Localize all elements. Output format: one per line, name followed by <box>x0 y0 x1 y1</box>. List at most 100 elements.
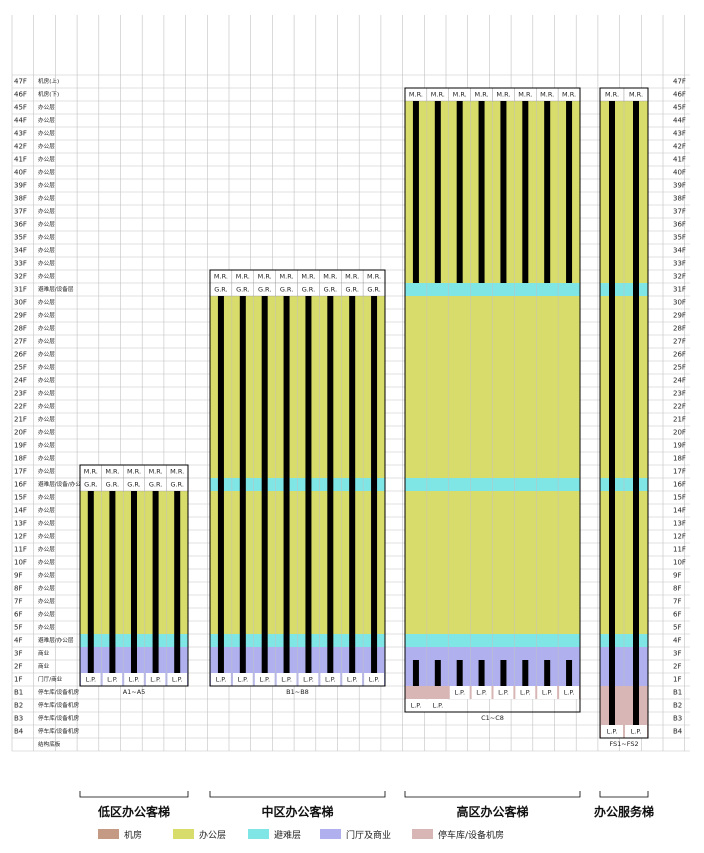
return-label: G.R. <box>324 286 337 294</box>
floor-id-left: 38F <box>14 195 27 203</box>
floor-id-left: 10F <box>14 559 27 567</box>
floor-use-label: 办公层 <box>38 103 55 111</box>
floor-id-left: 1F <box>14 676 22 684</box>
floor-id-right: 11F <box>673 546 686 554</box>
legend-label-refuge: 避难层 <box>274 829 301 841</box>
floor-id-right: 15F <box>673 494 686 502</box>
group-outline <box>404 87 581 713</box>
landing-cell <box>298 673 319 686</box>
floor-use-label: 办公层 <box>38 519 55 527</box>
floor-id-right: 45F <box>673 104 686 112</box>
zone-color-bands <box>79 88 649 738</box>
elevator-shaft <box>305 296 312 686</box>
floor-use-label: 办公层 <box>38 623 55 631</box>
floor-id-right: 37F <box>673 208 686 216</box>
machine-room-label: M.R. <box>562 91 576 99</box>
floor-id-left: 14F <box>14 507 27 515</box>
floor-id-right: 28F <box>673 325 686 333</box>
floor-use-label: 办公层 <box>38 116 55 124</box>
elevator-shaft <box>174 491 181 686</box>
floor-use-label: 办公层 <box>38 298 55 306</box>
floor-id-right: B2 <box>673 702 682 710</box>
landing-label: L.P. <box>369 676 380 684</box>
floor-use-label: 办公层 <box>38 558 55 566</box>
machine-room-label: M.R. <box>105 468 119 476</box>
floor-id-right: 29F <box>673 312 686 320</box>
group-bracket <box>209 791 386 798</box>
landing-cell <box>145 673 166 686</box>
elevator-shaft <box>522 101 529 283</box>
floor-use-label: 办公层 <box>38 506 55 514</box>
elevator-shaft <box>412 660 419 686</box>
landing-label: L.P. <box>432 702 443 710</box>
landing-label: L.P. <box>216 676 227 684</box>
landing-label: L.P. <box>85 676 96 684</box>
elevator-shaft <box>566 101 573 283</box>
floor-id-right: 38F <box>673 195 686 203</box>
floor-use-label: 办公层 <box>38 376 55 384</box>
landing-label: L.P. <box>325 676 336 684</box>
floor-use-label: 办公层 <box>38 155 55 163</box>
floor-use-label: 办公层 <box>38 311 55 319</box>
return-label: G.R. <box>258 286 271 294</box>
floor-id-left: 29F <box>14 312 27 320</box>
elevator-shaft <box>544 101 551 283</box>
machine-room-label: M.R. <box>149 468 163 476</box>
landing-cell <box>471 686 492 699</box>
floor-id-left: 45F <box>14 104 27 112</box>
return-label: G.R. <box>280 286 293 294</box>
machine-room-label: M.R. <box>475 91 489 99</box>
floor-id-right: 23F <box>673 390 686 398</box>
floor-use-label: 办公层 <box>38 402 55 410</box>
floor-id-right: 13F <box>673 520 686 528</box>
landing-cell <box>276 673 297 686</box>
floor-id-left: 27F <box>14 338 27 346</box>
floor-use-label: 避难层/办公层 <box>38 636 74 644</box>
floor-id-right: 25F <box>673 364 686 372</box>
landing-cell <box>601 725 623 738</box>
floor-use-label: 办公层 <box>38 324 55 332</box>
floor-id-left: 43F <box>14 130 27 138</box>
floor-id-right: 7F <box>673 598 681 606</box>
machine-room-label: M.R. <box>629 91 643 99</box>
elevator-shaft <box>109 491 116 686</box>
return-label: G.R. <box>149 481 162 489</box>
elevator-groups: M.R. G.R. M.R. G.R. M.R. G.R. M.R. G.R. M.R. G.R.… <box>79 87 654 819</box>
group-outline <box>599 87 649 739</box>
return-label: G.R. <box>127 481 140 489</box>
machine-room-label: M.R. <box>236 273 250 281</box>
landing-label: L.P. <box>542 689 553 697</box>
group-title: 办公服务梯 <box>594 804 654 819</box>
landing-cell <box>342 673 363 686</box>
group-bracket <box>79 791 189 798</box>
legend: 机房 办公层 避难层 门厅及商业 停车库/设备机房 <box>98 829 504 841</box>
group-title: 中区办公客梯 <box>261 804 333 819</box>
return-label: G.R. <box>84 481 97 489</box>
landing-label: L.P. <box>172 676 183 684</box>
return-label: G.R. <box>367 286 380 294</box>
floor-use-label: 办公层 <box>38 389 55 397</box>
floor-id-left: 39F <box>14 182 27 190</box>
floor-use-label: 停车库/设备机房 <box>38 701 79 709</box>
floor-id-left: B2 <box>14 702 23 710</box>
floor-id-right: 20F <box>673 429 686 437</box>
floor-id-right: 9F <box>673 572 681 580</box>
floor-id-left: 6F <box>14 611 22 619</box>
floor-id-right: 19F <box>673 442 686 450</box>
floor-id-left: 28F <box>14 325 27 333</box>
machine-room-label: M.R. <box>280 273 294 281</box>
elevator-shaft <box>371 296 378 686</box>
floor-id-left: 34F <box>14 247 27 255</box>
landing-label: L.P. <box>564 689 575 697</box>
landing-label: L.P. <box>237 676 248 684</box>
legend-label-lobby: 门厅及商业 <box>346 829 391 841</box>
group-title: 高区办公客梯 <box>456 804 528 819</box>
machine-room-label: M.R. <box>323 273 337 281</box>
machine-room-label: M.R. <box>127 468 141 476</box>
return-label: G.R. <box>170 481 183 489</box>
floor-use-label: 办公层 <box>38 571 55 579</box>
floor-use-label: 办公层 <box>38 493 55 501</box>
floor-id-right: 30F <box>673 299 686 307</box>
elevator-shaft <box>456 660 463 686</box>
floor-id-left: 15F <box>14 494 27 502</box>
